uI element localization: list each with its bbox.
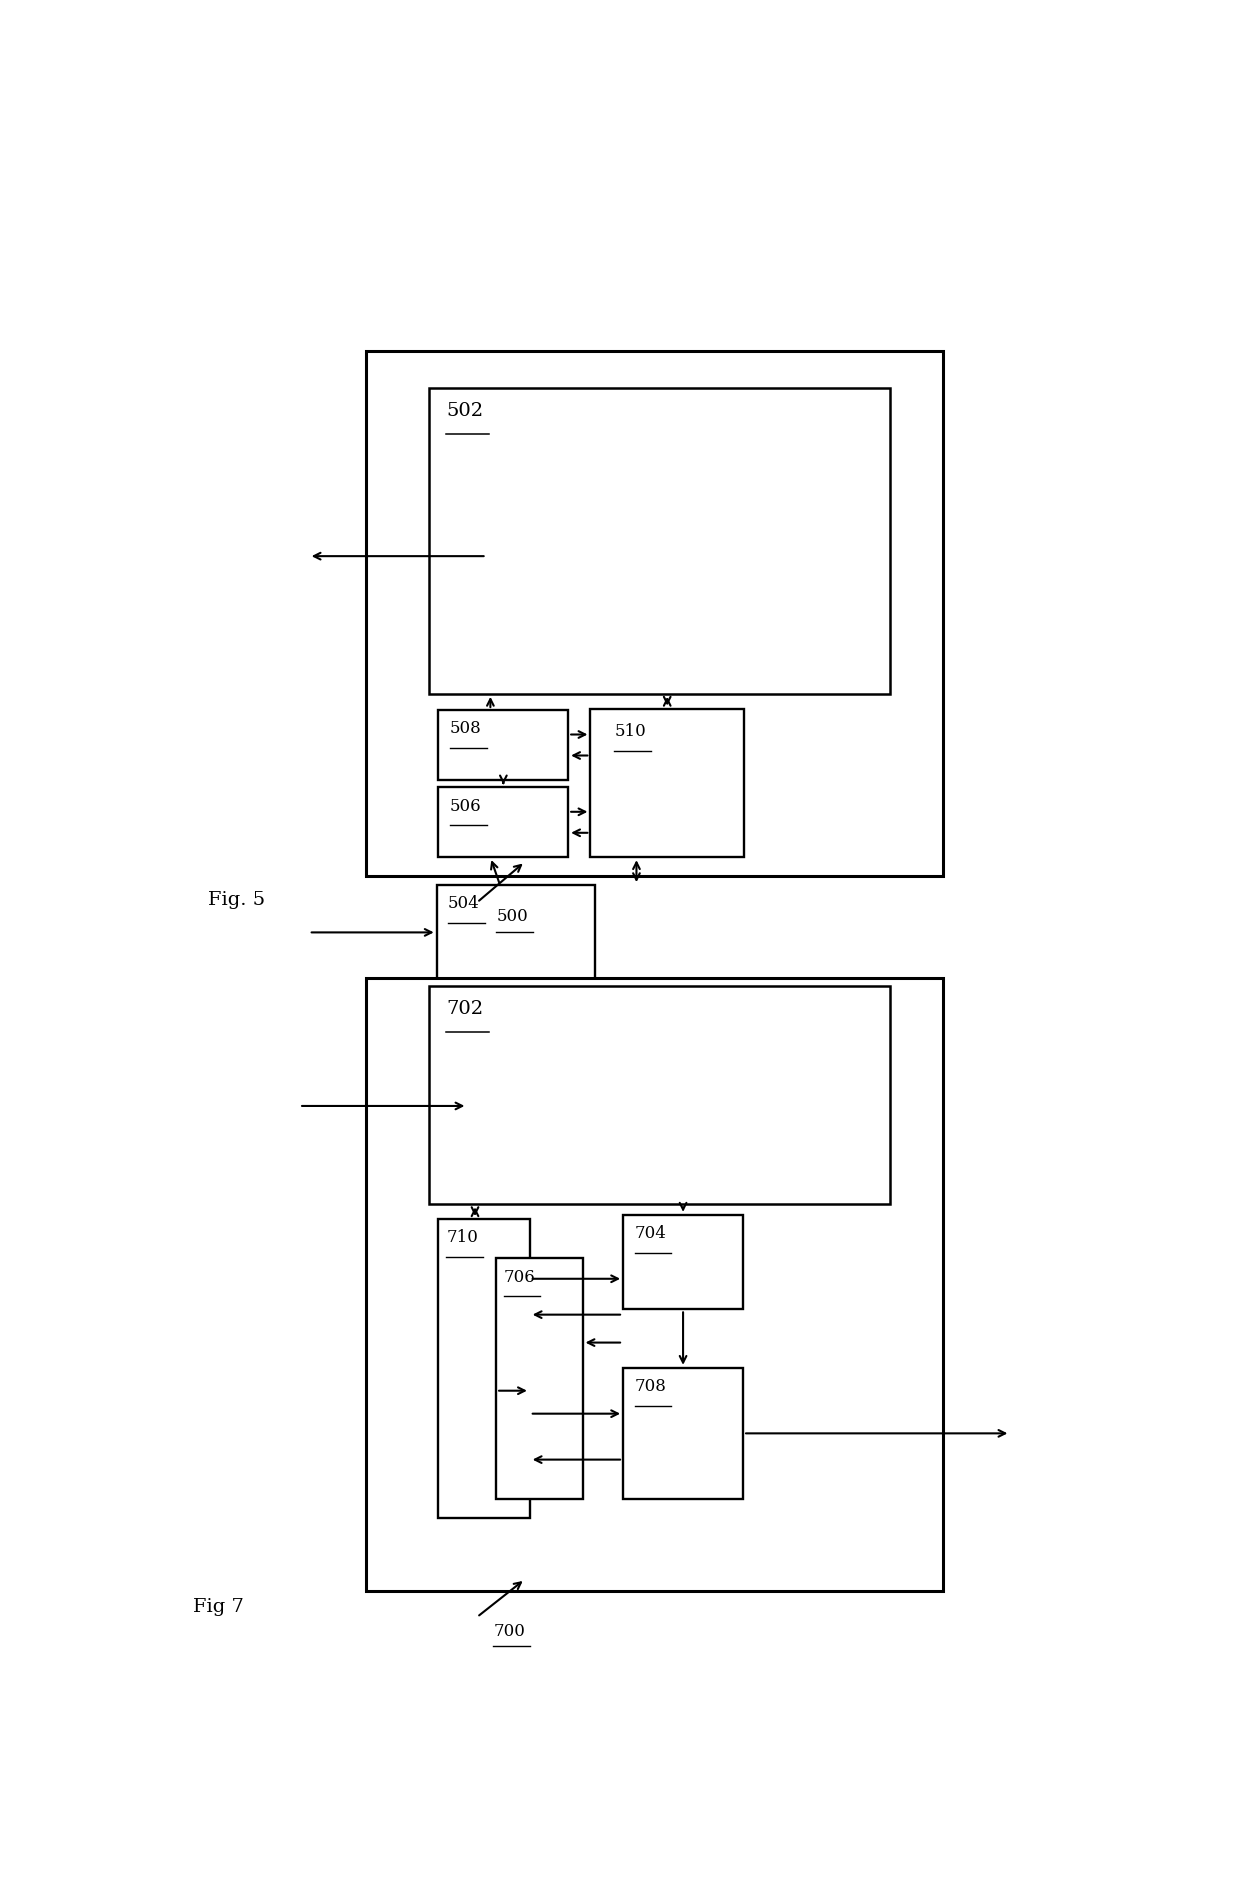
Bar: [439, 788, 568, 858]
Bar: [439, 1220, 529, 1517]
Text: 510: 510: [614, 724, 646, 741]
Bar: [429, 985, 890, 1205]
Bar: [622, 1214, 743, 1309]
Text: 702: 702: [446, 1000, 484, 1019]
Text: 710: 710: [446, 1229, 479, 1246]
Text: 502: 502: [446, 402, 484, 420]
Text: 704: 704: [635, 1225, 666, 1242]
Bar: [496, 1258, 583, 1498]
Bar: [590, 708, 744, 858]
Text: 508: 508: [450, 720, 482, 737]
Text: 500: 500: [496, 909, 528, 926]
Text: 706: 706: [503, 1269, 536, 1286]
Text: 504: 504: [448, 896, 480, 913]
Bar: [439, 710, 568, 780]
Bar: [436, 884, 595, 979]
Bar: [367, 350, 942, 877]
Text: 700: 700: [494, 1623, 526, 1640]
Bar: [429, 388, 890, 693]
Text: Fig. 5: Fig. 5: [208, 890, 265, 909]
Bar: [367, 979, 942, 1591]
Text: 506: 506: [450, 797, 481, 814]
Text: 708: 708: [635, 1379, 666, 1396]
Text: Fig 7: Fig 7: [193, 1599, 244, 1616]
Bar: [622, 1367, 743, 1498]
